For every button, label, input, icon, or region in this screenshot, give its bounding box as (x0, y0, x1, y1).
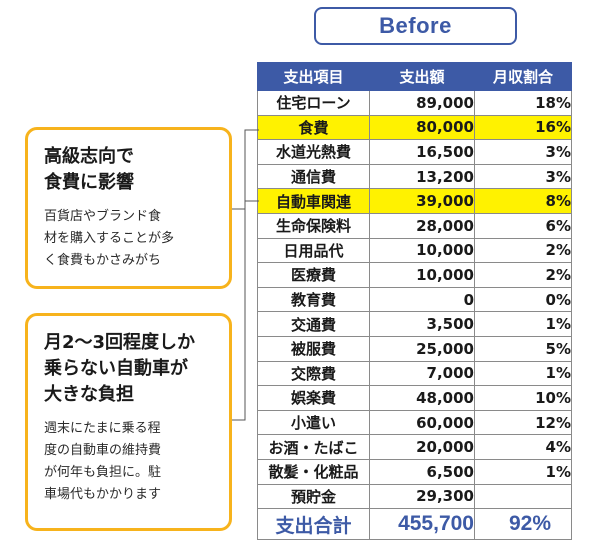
before-label: Before (314, 7, 517, 45)
connector-food (232, 129, 259, 210)
row-item-name: 小遣い (257, 409, 370, 436)
row-ratio: 18% (474, 90, 572, 116)
row-item-name: 水道光熱費 (257, 139, 370, 165)
callout-body-line: 週末にたまに乗る程 (44, 421, 161, 436)
row-ratio: 8% (474, 188, 572, 214)
table-row: 住宅ローン 89,000 18% (257, 90, 572, 116)
row-ratio: 1% (474, 311, 572, 337)
table-row: 通信費 13,200 3% (257, 163, 572, 190)
row-item-name: 生命保険料 (257, 212, 370, 239)
callout-body-line: 車場代もかかります (44, 487, 162, 502)
table-row: 自動車関連 39,000 8% (257, 188, 572, 214)
callout-title-line: 食費に影響 (44, 172, 134, 193)
row-amount: 25,000 (369, 335, 475, 362)
table-row: 散髪・化粧品 6,500 1% (257, 458, 572, 485)
total-ratio: 92% (474, 508, 572, 541)
expense-table: 支出項目 支出額 月収割合 住宅ローン 89,000 18% 食費 80,000 16% 水… (257, 62, 572, 541)
row-amount: 48,000 (369, 385, 475, 411)
row-item-name: 交通費 (257, 311, 370, 337)
table-header-row: 支出項目 支出額 月収割合 (257, 62, 572, 91)
row-item-name: 被服費 (257, 335, 370, 362)
callout-body-line: 百貨店やブランド食 (44, 209, 162, 224)
table-row: 生命保険料 28,000 6% (257, 212, 572, 239)
column-header-amount: 支出額 (369, 62, 475, 91)
row-amount: 80,000 (369, 114, 475, 141)
callout-food-title: 高級志向で 食費に影響 (44, 144, 215, 196)
table-row: 水道光熱費 16,500 3% (257, 139, 572, 165)
row-item-name: 娯楽費 (257, 385, 370, 411)
callout-food-body: 百貨店やブランド食 材を購入することが多 く食費もかさみがち (44, 206, 215, 272)
callout-body-line: が何年も負担に。駐 (44, 465, 162, 480)
column-header-ratio: 月収割合 (474, 62, 572, 91)
total-amount: 455,700 (369, 508, 475, 541)
row-item-name: 自動車関連 (257, 188, 370, 214)
row-ratio: 6% (474, 212, 572, 239)
connector-car (232, 200, 259, 421)
row-item-name: 教育費 (257, 286, 370, 313)
callout-title-line: 大きな負担 (44, 384, 134, 405)
row-ratio: 2% (474, 262, 572, 288)
table-row: 娯楽費 48,000 10% (257, 385, 572, 411)
callout-title-line: 月2〜3回程度しか (44, 332, 196, 353)
row-amount: 0 (369, 286, 475, 313)
table-row: 医療費 10,000 2% (257, 262, 572, 288)
row-ratio: 1% (474, 458, 572, 485)
row-amount: 10,000 (369, 237, 475, 264)
callout-body-line: 度の自動車の維持費 (44, 443, 162, 458)
row-amount: 7,000 (369, 360, 475, 387)
row-item-name: 食費 (257, 114, 370, 141)
column-header-item: 支出項目 (257, 62, 370, 91)
row-ratio: 12% (474, 409, 572, 436)
callout-body-line: 材を購入することが多 (44, 231, 175, 246)
callout-title-line: 乗らない自動車が (44, 358, 188, 379)
row-amount: 13,200 (369, 163, 475, 190)
row-amount: 39,000 (369, 188, 475, 214)
table-row: 食費 80,000 16% (257, 114, 572, 141)
total-row: 支出合計 455,700 92% (257, 508, 572, 541)
callout-food: 高級志向で 食費に影響 百貨店やブランド食 材を購入することが多 く食費もかさみ… (25, 127, 232, 289)
callout-body-line: く食費もかさみがち (44, 253, 162, 268)
table-row: 日用品代 10,000 2% (257, 237, 572, 264)
row-ratio: 1% (474, 360, 572, 387)
callout-car: 月2〜3回程度しか 乗らない自動車が 大きな負担 週末にたまに乗る程 度の自動車… (25, 313, 232, 531)
row-item-name: お酒・たばこ (257, 434, 370, 460)
callout-car-title: 月2〜3回程度しか 乗らない自動車が 大きな負担 (44, 330, 215, 408)
row-amount: 6,500 (369, 458, 475, 485)
table-row: お酒・たばこ 20,000 4% (257, 434, 572, 460)
callout-car-body: 週末にたまに乗る程 度の自動車の維持費 が何年も負担に。駐 車場代もかかります (44, 418, 215, 506)
row-ratio: 3% (474, 163, 572, 190)
row-ratio: 3% (474, 139, 572, 165)
row-item-name: 預貯金 (257, 483, 370, 510)
table-row: 被服費 25,000 5% (257, 335, 572, 362)
callout-title-line: 高級志向で (44, 146, 134, 167)
